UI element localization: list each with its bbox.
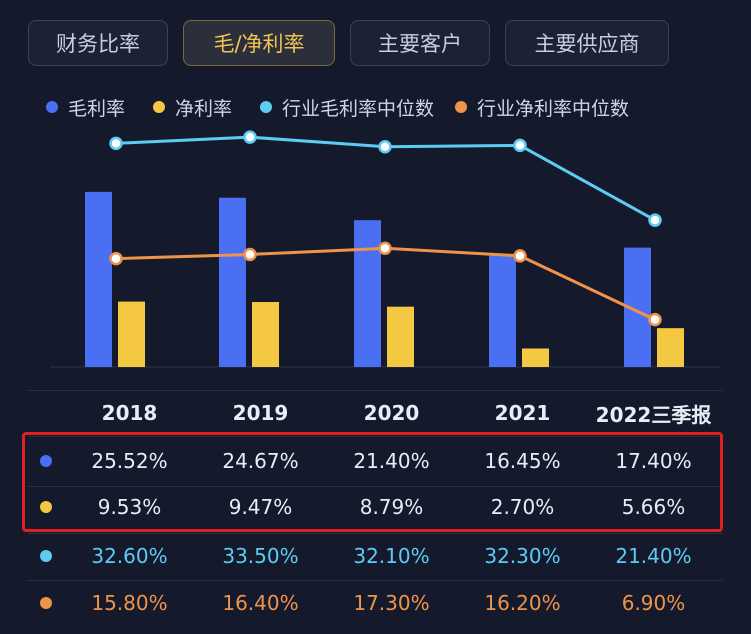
dot-icon	[40, 550, 52, 562]
legend-label-industry-net: 行业净利率中位数	[477, 97, 630, 120]
table-cell: 33.50%	[222, 544, 299, 568]
bar-gross-2021[interactable]	[489, 254, 516, 367]
legend-swatch-industry-gross	[260, 101, 272, 113]
legend-swatch-net	[153, 101, 165, 113]
header-2018: 2018	[101, 401, 158, 425]
legend-item-industry-gross[interactable]: 行业毛利率中位数	[260, 92, 434, 122]
table-cell: 21.40%	[615, 544, 692, 568]
table-row-industry-net: 15.80% 16.40% 17.30% 16.20% 6.90%	[28, 580, 723, 626]
table-cell: 32.60%	[91, 544, 168, 568]
point-industry-net-2018[interactable]	[109, 251, 123, 266]
table-cell: 21.40%	[353, 449, 430, 473]
chart-legend: 毛利率 净利率 行业毛利率中位数 行业净利率中位数	[0, 92, 751, 122]
bar-gross-2020[interactable]	[354, 220, 381, 367]
table-rule	[28, 436, 723, 437]
point-industry-gross-2018[interactable]	[109, 136, 123, 151]
table-cell: 17.40%	[615, 449, 692, 473]
tab-major-customers[interactable]: 主要客户	[350, 20, 490, 66]
bar-gross-2019[interactable]	[219, 197, 246, 367]
row-marker-gross	[28, 438, 64, 484]
legend-swatch-gross	[46, 101, 58, 113]
table-cell: 9.53%	[97, 495, 162, 519]
table-cell: 6.90%	[621, 591, 686, 615]
header-2022q3: 2022三季报	[595, 402, 712, 427]
bar-net-2021[interactable]	[522, 348, 549, 367]
dot-icon	[40, 597, 52, 609]
point-industry-net-2020[interactable]	[378, 241, 392, 256]
line-industry-net	[115, 246, 656, 322]
table-cell: 2.70%	[490, 495, 555, 519]
row-marker-net	[28, 484, 64, 530]
header-corner	[28, 390, 64, 436]
tab-bar: 财务比率 毛/净利率 主要客户 主要供应商	[0, 0, 751, 80]
bar-gross-2018[interactable]	[85, 191, 112, 367]
dot-icon	[40, 455, 52, 467]
table-cell: 16.20%	[484, 591, 561, 615]
margin-chart	[50, 130, 720, 368]
point-industry-gross-2021[interactable]	[513, 138, 527, 153]
legend-item-gross[interactable]: 毛利率	[46, 92, 125, 122]
table-cell: 32.30%	[484, 544, 561, 568]
legend-label-industry-gross: 行业毛利率中位数	[282, 97, 435, 120]
table-cell: 8.79%	[359, 495, 424, 519]
legend-item-industry-net[interactable]: 行业净利率中位数	[455, 92, 629, 122]
data-table: 2018 2019 2020 2021 2022三季报 25.52% 24.67…	[28, 390, 723, 634]
point-industry-net-2019[interactable]	[243, 247, 257, 262]
bar-layer	[85, 191, 684, 367]
point-industry-gross-2019[interactable]	[243, 130, 257, 144]
point-industry-net-2022三季报[interactable]	[648, 312, 662, 327]
table-cell: 15.80%	[91, 591, 168, 615]
header-2021: 2021	[494, 401, 551, 425]
highlight-box	[22, 432, 723, 532]
table-cell: 25.52%	[91, 449, 168, 473]
table-row-industry-gross: 32.60% 33.50% 32.10% 32.30% 21.40%	[28, 533, 723, 579]
table-rule	[28, 390, 723, 391]
table-rule	[28, 580, 723, 581]
legend-swatch-industry-net	[455, 101, 467, 113]
table-row-net-margin: 9.53% 9.47% 8.79% 2.70% 5.66%	[28, 484, 723, 530]
table-row-gross-margin: 25.52% 24.67% 21.40% 16.45% 17.40%	[28, 438, 723, 484]
tab-financial-ratios[interactable]: 财务比率	[28, 20, 168, 66]
point-industry-gross-2020[interactable]	[378, 140, 392, 154]
legend-label-net: 净利率	[175, 97, 233, 120]
bar-net-2019[interactable]	[252, 302, 279, 367]
row-marker-industry-net	[28, 580, 64, 626]
line-layer	[109, 130, 662, 327]
table-rule	[28, 533, 723, 534]
tab-gross-net-margin[interactable]: 毛/净利率	[183, 20, 335, 66]
header-2020: 2020	[363, 401, 420, 425]
table-cell: 17.30%	[353, 591, 430, 615]
bar-net-2020[interactable]	[387, 306, 414, 367]
table-cell: 5.66%	[621, 495, 686, 519]
table-rule	[28, 486, 723, 487]
tab-major-suppliers[interactable]: 主要供应商	[505, 20, 669, 66]
header-2019: 2019	[232, 401, 289, 425]
legend-label-gross: 毛利率	[68, 97, 126, 120]
row-marker-industry-gross	[28, 533, 64, 579]
table-cell: 24.67%	[222, 449, 299, 473]
table-cell: 9.47%	[228, 495, 293, 519]
table-header-row: 2018 2019 2020 2021 2022三季报	[28, 390, 723, 436]
table-cell: 16.40%	[222, 591, 299, 615]
legend-item-net[interactable]: 净利率	[153, 92, 232, 122]
table-cell: 16.45%	[484, 449, 561, 473]
point-industry-gross-2022三季报[interactable]	[648, 213, 662, 227]
point-industry-net-2021[interactable]	[513, 249, 527, 263]
dot-icon	[40, 501, 52, 513]
bar-net-2022三季报[interactable]	[657, 328, 684, 367]
table-cell: 32.10%	[353, 544, 430, 568]
bar-net-2018[interactable]	[118, 301, 145, 367]
